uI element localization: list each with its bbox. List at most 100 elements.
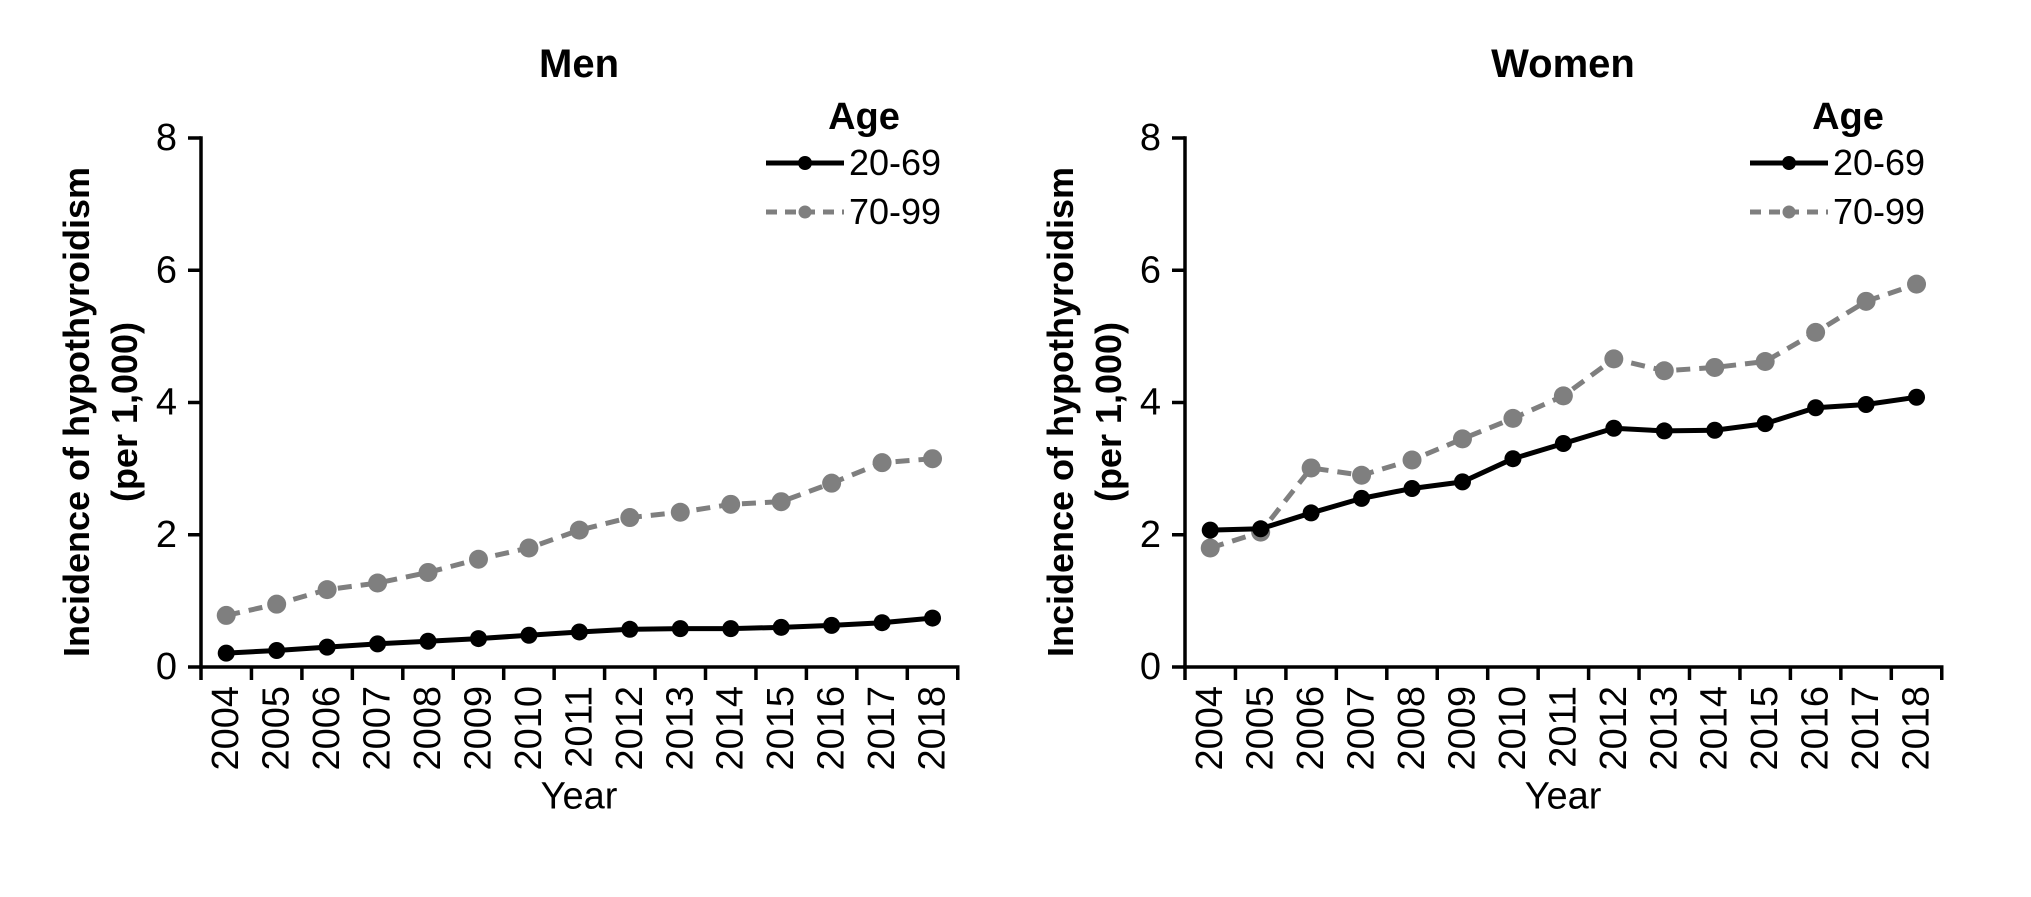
data-point-marker — [1353, 489, 1371, 507]
data-point-marker — [1553, 386, 1573, 406]
data-point-marker — [468, 549, 488, 569]
x-tick-label: 2006 — [1290, 686, 1332, 771]
dashed-line-sample-icon — [1750, 200, 1830, 224]
data-point-marker — [1201, 521, 1219, 539]
y-tick-label: 8 — [1140, 117, 1161, 159]
data-point-marker — [1605, 419, 1623, 437]
data-point-marker — [1403, 479, 1421, 497]
data-point-marker — [1503, 408, 1523, 428]
x-tick-label: 2005 — [1240, 686, 1282, 771]
x-tick-label: 2017 — [1845, 686, 1887, 771]
y-tick-label: 6 — [156, 249, 177, 291]
x-tick-label: 2015 — [1744, 686, 1786, 771]
data-point-marker — [721, 494, 741, 514]
series-line-70-99 — [225, 456, 933, 618]
x-tick-label: 2008 — [1391, 686, 1433, 771]
x-tick-label: 2016 — [1795, 686, 1837, 771]
x-tick-label: 2013 — [1643, 686, 1685, 771]
x-tick-label: 2010 — [508, 686, 550, 771]
x-tick-label: 2004 — [1189, 686, 1231, 771]
x-tick-label: 2009 — [1441, 686, 1483, 771]
data-point-marker — [469, 630, 487, 648]
x-tick-label: 2006 — [306, 686, 348, 771]
data-point-marker — [418, 562, 438, 582]
data-point-marker — [1706, 421, 1724, 439]
legend-label: 20-69 — [1833, 142, 1926, 183]
legend-sample-marker — [1782, 156, 1796, 170]
x-tick-label: 2011 — [1542, 686, 1584, 768]
x-tick-label: 2013 — [659, 686, 701, 771]
data-point-marker — [1453, 473, 1471, 491]
data-point-marker — [1756, 415, 1774, 433]
men-legend-item-20-69: 20-69 — [766, 142, 941, 183]
data-point-marker — [1806, 322, 1826, 342]
data-point-marker — [822, 473, 842, 493]
data-point-marker — [872, 453, 892, 473]
men-x-axis-label: Year — [540, 775, 618, 818]
data-point-marker — [1908, 388, 1926, 406]
y-tick-label: 2 — [156, 514, 177, 556]
men-legend-item-70-99: 70-99 — [766, 191, 942, 232]
data-point-marker — [520, 626, 538, 644]
data-point-marker — [1857, 395, 1875, 413]
data-point-marker — [1554, 434, 1572, 452]
legend-label: 70-99 — [1833, 191, 1926, 232]
data-point-marker — [1907, 274, 1927, 294]
data-point-marker — [569, 520, 589, 540]
x-tick-label: 2009 — [457, 686, 499, 771]
women-x-axis-label: Year — [1524, 775, 1602, 818]
x-tick-label: 2016 — [811, 686, 853, 771]
data-point-marker — [217, 644, 235, 662]
data-point-marker — [722, 620, 740, 638]
data-point-marker — [519, 538, 539, 558]
series-markers-20-69 — [217, 609, 942, 662]
data-point-marker — [1705, 357, 1725, 377]
series-markers-20-69 — [1201, 388, 1926, 539]
data-point-marker — [1604, 349, 1624, 369]
data-point-marker — [771, 492, 791, 512]
data-point-marker — [1252, 520, 1270, 538]
y-tick-label: 6 — [1140, 249, 1161, 291]
data-point-marker — [670, 502, 690, 522]
data-point-marker — [317, 580, 337, 600]
x-tick-label: 2008 — [407, 686, 449, 771]
data-point-marker — [924, 609, 942, 627]
y-tick-label: 0 — [156, 646, 177, 688]
x-tick-label: 2007 — [357, 686, 399, 771]
x-tick-label: 2015 — [760, 686, 802, 771]
legend-sample-marker — [1782, 205, 1796, 219]
data-point-marker — [923, 449, 943, 469]
data-point-marker — [419, 632, 437, 650]
series-markers-70-99 — [1200, 274, 1927, 558]
x-tick-label: 2004 — [205, 686, 247, 771]
x-tick-label: 2007 — [1341, 686, 1383, 771]
data-point-marker — [368, 573, 388, 593]
y-tick-label: 8 — [156, 117, 177, 159]
data-point-marker — [268, 641, 286, 659]
data-point-marker — [318, 638, 336, 656]
legend-label: 70-99 — [849, 191, 942, 232]
x-tick-label: 2014 — [1694, 686, 1736, 771]
data-point-marker — [369, 635, 387, 653]
data-point-marker — [1755, 352, 1775, 372]
x-tick-label: 2012 — [1593, 686, 1635, 771]
data-point-marker — [267, 594, 287, 614]
data-point-marker — [570, 623, 588, 641]
data-point-marker — [216, 605, 236, 625]
x-tick-label: 2012 — [609, 686, 651, 771]
women-legend-item-20-69: 20-69 — [1750, 142, 1926, 183]
x-tick-label: 2010 — [1492, 686, 1534, 771]
data-point-marker — [621, 620, 639, 638]
x-tick-label: 2018 — [912, 686, 954, 771]
data-point-marker — [1856, 291, 1876, 311]
dashed-line-sample-icon — [766, 200, 846, 224]
women-chart-title: Women — [1491, 42, 1635, 86]
data-point-marker — [1654, 361, 1674, 381]
legend-sample-marker — [798, 156, 812, 170]
data-point-marker — [1352, 465, 1372, 485]
women-legend-title: Age — [1812, 96, 1884, 138]
men-chart-title: Men — [539, 42, 619, 86]
